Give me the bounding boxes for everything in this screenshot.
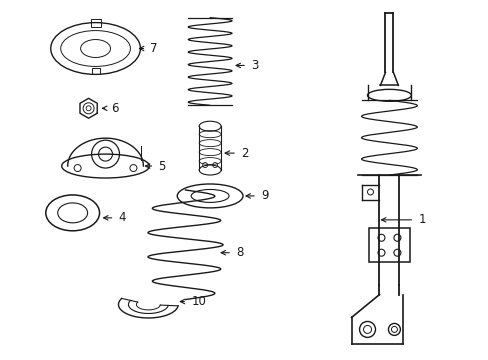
Text: 1: 1: [417, 213, 425, 226]
Text: 5: 5: [158, 159, 165, 172]
Text: 10: 10: [191, 295, 205, 308]
Text: 2: 2: [241, 147, 248, 159]
Text: 7: 7: [150, 42, 158, 55]
Text: 8: 8: [236, 246, 243, 259]
Bar: [368, 228, 409, 262]
Text: 4: 4: [118, 211, 126, 224]
Text: 9: 9: [261, 189, 268, 202]
Bar: [90, 19, 101, 27]
Text: 3: 3: [250, 59, 258, 72]
Text: 6: 6: [111, 102, 119, 115]
Bar: [91, 68, 100, 75]
